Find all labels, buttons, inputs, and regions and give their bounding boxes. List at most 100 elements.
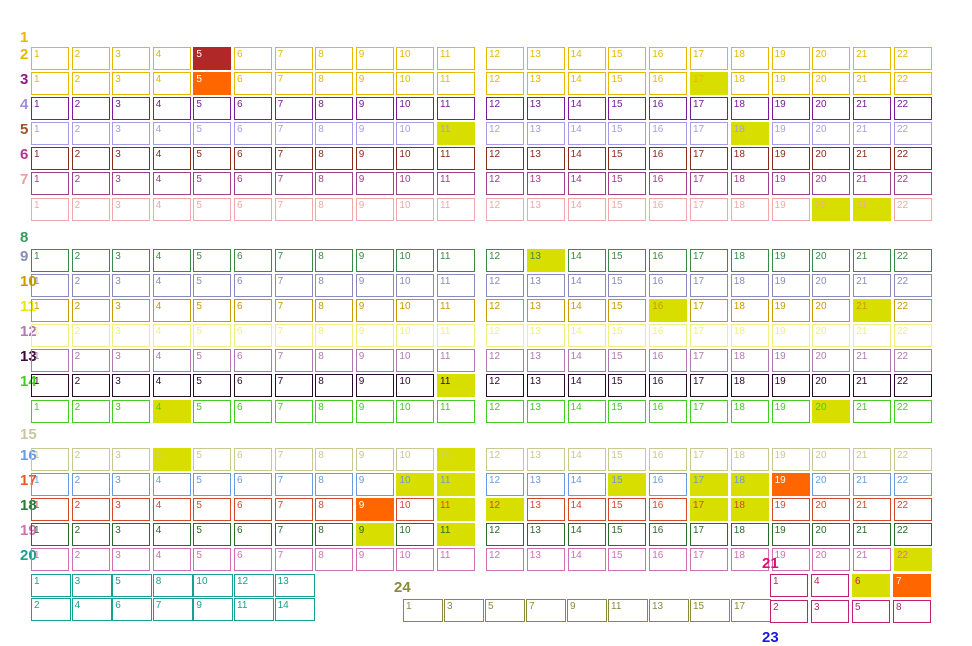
grid-cell: 10 xyxy=(396,172,435,195)
grid-cell: 7 xyxy=(893,574,931,597)
grid-cell: 22 xyxy=(894,274,932,297)
row-label: 17 xyxy=(20,472,37,489)
grid-cell: 20 xyxy=(812,324,851,347)
grid-cell: 3 xyxy=(112,400,151,423)
grid-cell: 2 xyxy=(71,400,110,423)
grid-cell: 17 xyxy=(690,172,728,195)
row-label: 10 xyxy=(20,273,37,290)
grid-cell: 1 xyxy=(31,249,69,272)
grid-cell: 2 xyxy=(71,523,110,546)
grid-cell: 3 xyxy=(112,274,151,297)
grid-cell: 6 xyxy=(234,198,272,221)
grid-cell: 9 xyxy=(193,598,234,621)
grid-cell: 5 xyxy=(193,122,232,145)
grid-cell: 18 xyxy=(730,448,769,471)
grid-cell: 12 xyxy=(234,574,274,597)
grid-cell: 8 xyxy=(315,249,354,272)
grid-cell: 6 xyxy=(234,249,272,272)
grid-cell: 19 xyxy=(771,47,810,70)
grid-cell: 3 xyxy=(112,299,151,322)
row-label: 8 xyxy=(20,229,29,246)
grid-cell: 21 xyxy=(853,122,892,145)
grid-cell: 10 xyxy=(396,299,435,322)
row-label: 9 xyxy=(20,248,29,265)
grid-cell: 13 xyxy=(526,122,565,145)
grid-cell: 8 xyxy=(315,147,354,170)
grid-cell: 4 xyxy=(152,548,191,571)
grid-cell: 5 xyxy=(193,400,232,423)
grid-cell: 19 xyxy=(771,97,810,120)
grid-cell: 5 xyxy=(193,523,232,546)
grid-cell: 6 xyxy=(234,147,272,170)
grid-cell: 3 xyxy=(112,473,151,496)
grid-cell: 12 xyxy=(486,299,524,322)
grid-cell: 9 xyxy=(355,448,394,471)
grid-cell: 11 xyxy=(437,274,475,297)
grid-cell: 19 xyxy=(771,448,810,471)
grid-cell: 7 xyxy=(274,97,313,120)
grid-cell: 8 xyxy=(315,349,354,372)
grid-cell: 15 xyxy=(608,299,647,322)
grid-cell: 4 xyxy=(152,324,191,347)
grid-cell: 12 xyxy=(486,498,524,521)
grid-cell: 8 xyxy=(315,374,354,397)
grid-cell: 13 xyxy=(526,523,565,546)
grid-cell: 9 xyxy=(355,198,394,221)
grid-cell: 11 xyxy=(437,97,475,120)
grid-cell: 18 xyxy=(730,274,769,297)
grid-cell: 10 xyxy=(396,523,435,546)
grid-cell: 22 xyxy=(894,548,932,571)
grid-cell: 2 xyxy=(71,473,110,496)
grid-cell: 15 xyxy=(608,498,647,521)
grid-cell: 16 xyxy=(649,47,688,70)
grid-cell: 20 xyxy=(812,498,851,521)
grid-cell: 5 xyxy=(193,249,232,272)
row-label: 15 xyxy=(20,426,37,443)
grid-cell: 1 xyxy=(770,574,808,597)
grid-cell: 22 xyxy=(894,400,932,423)
grid-cell: 15 xyxy=(608,249,647,272)
grid-cell: 3 xyxy=(112,198,151,221)
grid-cell: 10 xyxy=(396,72,435,95)
grid-cell: 9 xyxy=(355,299,394,322)
grid-cell: 8 xyxy=(315,122,354,145)
row-label: 4 xyxy=(20,96,29,113)
grid-cell: 21 xyxy=(853,523,892,546)
grid-cell: 15 xyxy=(608,374,647,397)
grid-cell: 2 xyxy=(71,172,110,195)
grid-cell: 6 xyxy=(234,473,272,496)
grid-cell: 21 xyxy=(853,198,892,221)
grid-cell: 7 xyxy=(274,47,313,70)
grid-cell: 2 xyxy=(71,448,110,471)
grid-cell: 15 xyxy=(608,198,647,221)
row-label: 7 xyxy=(20,171,29,188)
grid-cell: 4 xyxy=(152,72,191,95)
grid-cell: 6 xyxy=(852,574,890,597)
grid-cell: 7 xyxy=(274,72,313,95)
grid-cell: 7 xyxy=(274,172,313,195)
grid-cell: 19 xyxy=(771,299,810,322)
row-label: 2 xyxy=(20,46,29,63)
row-label: 19 xyxy=(20,522,37,539)
grid-cell: 4 xyxy=(152,47,191,70)
grid-cell: 14 xyxy=(567,47,606,70)
grid-cell: 9 xyxy=(355,523,394,546)
grid-cell: 6 xyxy=(234,400,272,423)
grid-cell: 3 xyxy=(112,97,151,120)
grid-cell: 9 xyxy=(355,249,394,272)
grid-cell: 16 xyxy=(649,448,688,471)
grid-cell: 12 xyxy=(486,249,524,272)
grid-cell: 22 xyxy=(894,473,932,496)
grid-cell: 10 xyxy=(193,574,234,597)
grid-cell: 6 xyxy=(234,122,272,145)
grid-cell: 8 xyxy=(315,473,354,496)
grid-cell: 13 xyxy=(526,172,565,195)
grid-cell: 2 xyxy=(71,249,110,272)
grid-cell: 14 xyxy=(567,523,606,546)
grid-cell: 11 xyxy=(437,72,475,95)
grid-cell: 22 xyxy=(894,72,932,95)
grid-cell: 2 xyxy=(71,548,110,571)
grid-cell: 9 xyxy=(355,400,394,423)
grid-cell: 17 xyxy=(690,548,728,571)
block-label-24: 24 xyxy=(394,579,411,596)
